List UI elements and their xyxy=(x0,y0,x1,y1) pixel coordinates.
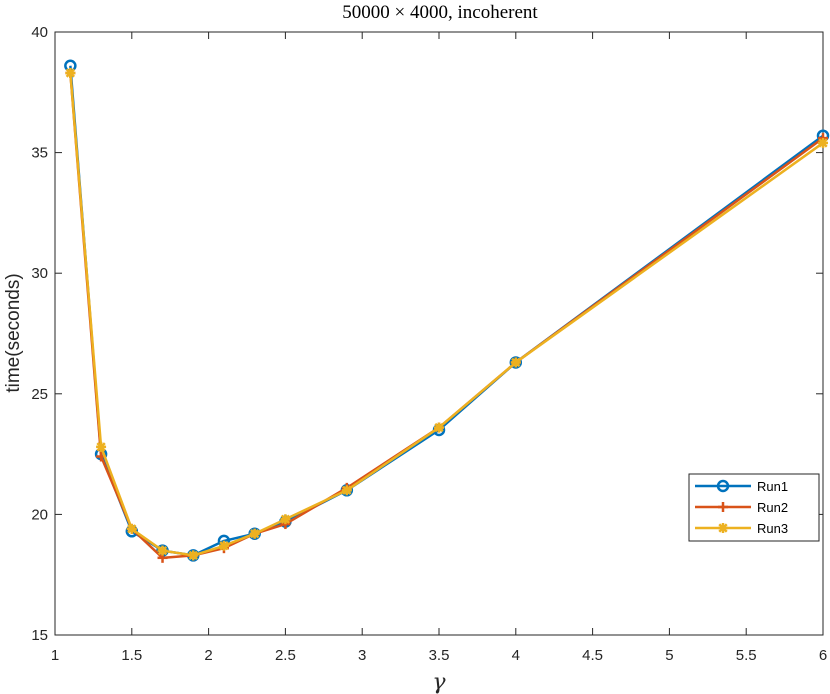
y-tick-label: 20 xyxy=(31,506,48,523)
data-point-run3-stroke xyxy=(157,545,168,556)
legend: Run1 Run2 Run3 xyxy=(688,473,820,542)
data-point-run3 xyxy=(96,441,107,452)
legend-label-run3: Run3 xyxy=(757,521,788,536)
x-tick-label: 3 xyxy=(358,647,366,664)
plot-area: 1 1.5 2 2.5 3 3.5 4 4.5 5 5.5 6 15 20 25 30 35 40 xyxy=(31,24,830,664)
data-point-run3 xyxy=(126,523,137,534)
x-tick-label: 2 xyxy=(204,647,212,664)
x-tick-label: 4 xyxy=(512,647,520,664)
x-tick-label: 6 xyxy=(819,647,827,664)
y-tick-label: 15 xyxy=(31,627,48,644)
x-tick-label: 5.5 xyxy=(736,647,757,664)
data-point-run3 xyxy=(434,422,444,433)
y-tick-label: 30 xyxy=(31,265,48,282)
series-line-run3 xyxy=(69,72,824,557)
data-point-run3-stroke xyxy=(127,524,137,534)
data-point-run3-stroke xyxy=(65,68,75,78)
x-tick-label: 5 xyxy=(665,647,673,664)
legend-marker-run3-stroke xyxy=(718,523,728,533)
y-tick-label: 25 xyxy=(31,386,48,403)
data-point-run3 xyxy=(818,137,828,148)
data-point-run3-stroke xyxy=(280,514,291,524)
legend-marker-run2 xyxy=(718,502,728,512)
data-point-run3 xyxy=(341,485,352,496)
y-tick-label: 40 xyxy=(31,24,48,41)
data-point-run3 xyxy=(249,528,260,539)
data-point-run3 xyxy=(157,545,168,556)
legend-label-run1: Run1 xyxy=(757,479,788,494)
x-tick-label: 3.5 xyxy=(429,647,450,664)
data-point-run3-stroke xyxy=(96,442,106,452)
data-point-run3-stroke xyxy=(342,485,352,495)
x-tick-label: 4.5 xyxy=(582,647,603,664)
x-tick-label: 1.5 xyxy=(121,647,142,664)
data-point-run3-stroke xyxy=(434,422,444,433)
y-tick-label: 35 xyxy=(31,145,48,162)
data-point-run3 xyxy=(188,550,199,561)
x-axis-title: γ xyxy=(432,670,446,694)
y-axis-title: time(seconds) xyxy=(3,273,24,392)
data-point-run3 xyxy=(510,357,521,368)
legend-label-run2: Run2 xyxy=(757,500,788,515)
data-point-run3 xyxy=(65,68,76,79)
data-point-run3-stroke xyxy=(818,138,828,148)
x-tick-label: 1 xyxy=(51,647,59,664)
data-point-run3 xyxy=(218,540,229,551)
data-point-run3-stroke xyxy=(250,529,260,539)
chart-title: 50000 × 4000, incoherent xyxy=(342,2,538,23)
x-tick-label: 2.5 xyxy=(275,647,296,664)
data-point-run3-stroke xyxy=(219,541,229,551)
data-point-run3-stroke xyxy=(188,550,198,561)
legend-marker-run3 xyxy=(718,523,728,533)
legend-marker-run1 xyxy=(716,479,730,493)
data-point-run3 xyxy=(280,514,291,525)
data-point-run3-stroke xyxy=(511,357,521,368)
